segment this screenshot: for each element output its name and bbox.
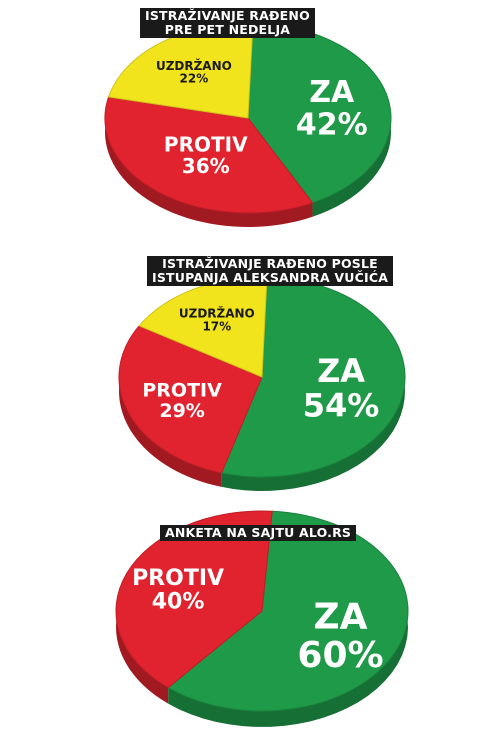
pie-2-label-uzdržano: UZDRŽANO [179, 306, 255, 321]
chart-title-2-line-1: ISTRAŽIVANJE RAĐENO POSLE [162, 256, 378, 271]
pie-3-value-za: 60% [297, 635, 383, 676]
pie-1-side-2 [105, 96, 313, 227]
pie-2-side-2 [119, 325, 222, 487]
chart-title-1: ISTRAŽIVANJE RAĐENO PRE PET NEDELJA [140, 8, 315, 38]
chart-title-3-line-1: ANKETA NA SAJTU ALO.RS [165, 525, 352, 540]
pie-2-label-za: ZA [317, 352, 365, 390]
pie-1-value-protiv: 36% [182, 154, 230, 178]
pie-chart-1: ZA 42% PROTIV 36% UZDRŽANO 22% ISTRAŽIVANJE R… [0, 0, 500, 245]
pie-1-slice-protiv [104, 96, 314, 214]
pie-1-label-uzdržano: UZDRŽANO [156, 58, 232, 73]
pie-2-value-protiv: 29% [159, 400, 204, 422]
pie-3-label-za: ZA [314, 596, 368, 637]
pie-1-label-protiv: PROTIV [164, 133, 248, 157]
pie-1-value-uzdržano: 22% [180, 72, 209, 86]
pie-3-slice-protiv [115, 510, 273, 689]
pie-2-slice-za [220, 276, 406, 478]
chart-title-2-line-2: ISTUPANJA ALEKSANDRA VUČIĆA [152, 270, 389, 285]
chart-title-1-line-1: ISTRAŽIVANJE RAĐENO [145, 8, 310, 23]
pie-1-value-za: 42% [296, 107, 368, 142]
pie-1-label-za: ZA [309, 75, 355, 110]
pie-chart-2: ZA 54% PROTIV 29% UZDRŽANO 17% ISTRAŽIVANJE R… [0, 245, 500, 505]
pie-3-label-protiv: PROTIV [132, 566, 224, 591]
pie-2-value-za: 54% [303, 386, 380, 424]
chart-title-1-line-2: PRE PET NEDELJA [164, 22, 291, 37]
pie-2-label-protiv: PROTIV [142, 380, 222, 402]
pie-3-value-protiv: 40% [152, 590, 205, 615]
pie-2-value-uzdržano: 17% [202, 319, 231, 333]
chart-title-3: ANKETA NA SAJTU ALO.RS [160, 525, 357, 541]
chart-title-2: ISTRAŽIVANJE RAĐENO POSLE ISTUPANJA ALEK… [147, 256, 394, 286]
pie-3-side-1 [168, 511, 408, 727]
pie-chart-3: ZA 60% PROTIV 40% ANKETA NA SAJTU ALO.RS [0, 505, 500, 750]
